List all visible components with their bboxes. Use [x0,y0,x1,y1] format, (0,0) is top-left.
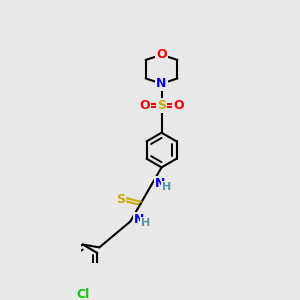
Text: O: O [140,99,150,112]
Text: N: N [134,213,144,226]
Text: S: S [157,99,166,112]
Text: O: O [156,48,167,61]
Text: H: H [161,182,171,191]
Text: Cl: Cl [76,288,89,300]
Text: H: H [141,218,150,228]
Text: N: N [156,77,167,90]
Text: S: S [116,193,125,206]
Text: N: N [154,177,165,190]
Text: O: O [173,99,184,112]
